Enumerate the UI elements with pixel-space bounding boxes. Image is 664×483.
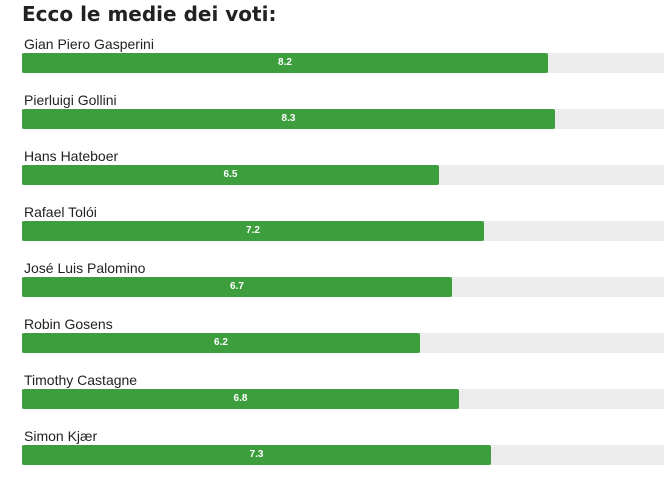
bar-value-label: 6.5 [223,169,238,180]
bar-value-label: 6.8 [233,393,248,404]
bar-row: Rafael Tolói 7.2 [0,203,664,259]
bar [22,333,420,353]
bar-track: 7.2 [22,221,664,241]
bar [22,221,484,241]
bar [22,53,548,73]
bar-row: Pierluigi Gollini 8.3 [0,91,664,147]
bar-track: 6.5 [22,165,664,185]
bar-value-label: 8.2 [278,57,292,68]
bar-label: Rafael Tolói [24,204,97,220]
bar-track: 6.7 [22,277,664,297]
bar-label: Simon Kjær [24,428,98,444]
bar-value-label: 7.2 [246,225,260,236]
bar [22,277,452,297]
bar-value-label: 8.3 [281,113,296,124]
bar-row: Robin Gosens 6.2 [0,315,664,371]
bar [22,389,459,409]
bar-track: 6.2 [22,333,664,353]
bar-track: 7.3 [22,445,664,465]
bar-label: Hans Hateboer [24,148,119,164]
bar-label: José Luis Palomino [24,260,146,276]
bar-label: Gian Piero Gasperini [24,36,154,52]
bar-label: Pierluigi Gollini [24,92,117,108]
bar-track: 8.2 [22,53,664,73]
bar-value-label: 6.7 [230,281,244,292]
bar-value-label: 6.2 [214,337,228,348]
bar [22,165,439,185]
bar [22,109,555,129]
bar-row: Simon Kjær 7.3 [0,427,664,483]
bar-track: 6.8 [22,389,664,409]
bar-value-label: 7.3 [249,449,264,460]
bar-track: 8.3 [22,109,664,129]
bar-label: Timothy Castagne [24,372,138,388]
bar-row: José Luis Palomino 6.7 [0,259,664,315]
bar-row: Hans Hateboer 6.5 [0,147,664,203]
chart-title: Ecco le medie dei voti: [22,2,277,26]
bar [22,445,491,465]
bar-label: Robin Gosens [24,316,113,332]
bar-row: Gian Piero Gasperini 8.2 [0,35,664,91]
bar-chart: Gian Piero Gasperini 8.2 Pierluigi Golli… [0,35,664,465]
bar-row: Timothy Castagne 6.8 [0,371,664,427]
